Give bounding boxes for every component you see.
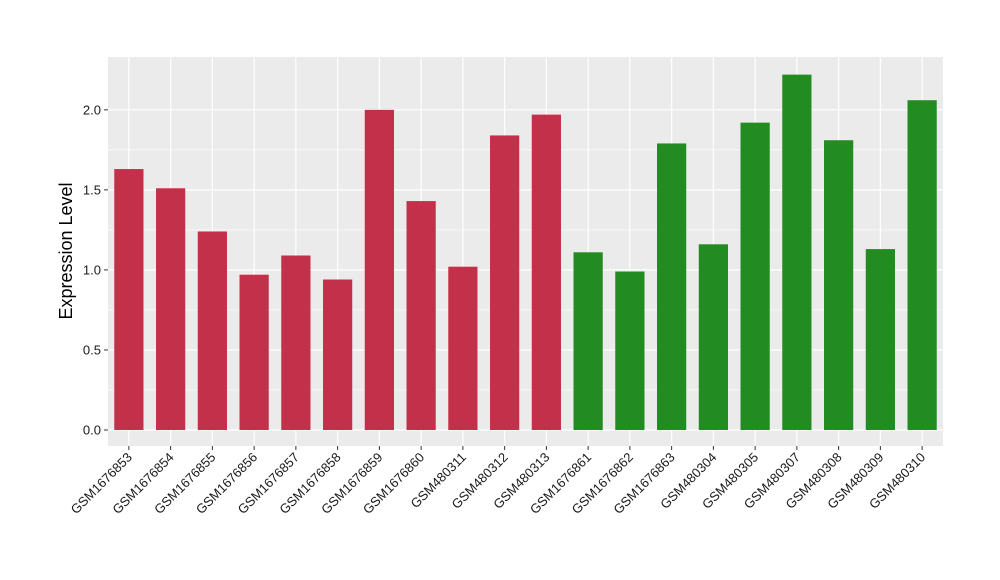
- y-tick-label: 1.5: [83, 182, 101, 197]
- plot-panel: [108, 57, 943, 446]
- bar-GSM1676856: [239, 274, 269, 430]
- bar-GSM1676862: [615, 271, 645, 430]
- y-tick-label: 0.5: [83, 342, 101, 357]
- bar-GSM480307: [782, 74, 812, 430]
- bar-GSM480304: [698, 244, 728, 430]
- x-axis: GSM1676853GSM1676854GSM1676855GSM1676856…: [68, 446, 928, 517]
- y-tick-label: 2.0: [83, 102, 101, 117]
- bar-GSM480312: [490, 135, 520, 430]
- y-tick-label: 0.0: [83, 422, 101, 437]
- bar-GSM1676857: [281, 255, 311, 430]
- bar-GSM1676853: [114, 169, 144, 430]
- y-axis-title: Expression Level: [56, 182, 76, 319]
- bar-GSM480305: [740, 122, 770, 430]
- y-tick-label: 1.0: [83, 262, 101, 277]
- y-axis: 0.0 0.5 1.0 1.5 2.0: [83, 102, 108, 437]
- bar-GSM1676855: [197, 231, 227, 430]
- bar-GSM480313: [531, 114, 561, 430]
- bar-GSM480309: [865, 249, 895, 430]
- bar-GSM1676854: [156, 188, 186, 430]
- bar-GSM1676859: [364, 109, 394, 430]
- bar-GSM1676861: [573, 252, 603, 430]
- bar-GSM1676860: [406, 201, 436, 430]
- bar-GSM480310: [907, 100, 937, 430]
- bar-GSM480308: [824, 140, 854, 430]
- bar-GSM480311: [448, 266, 478, 430]
- bar-GSM1676858: [323, 279, 353, 430]
- bars: [114, 74, 937, 430]
- bar-GSM1676863: [657, 143, 687, 430]
